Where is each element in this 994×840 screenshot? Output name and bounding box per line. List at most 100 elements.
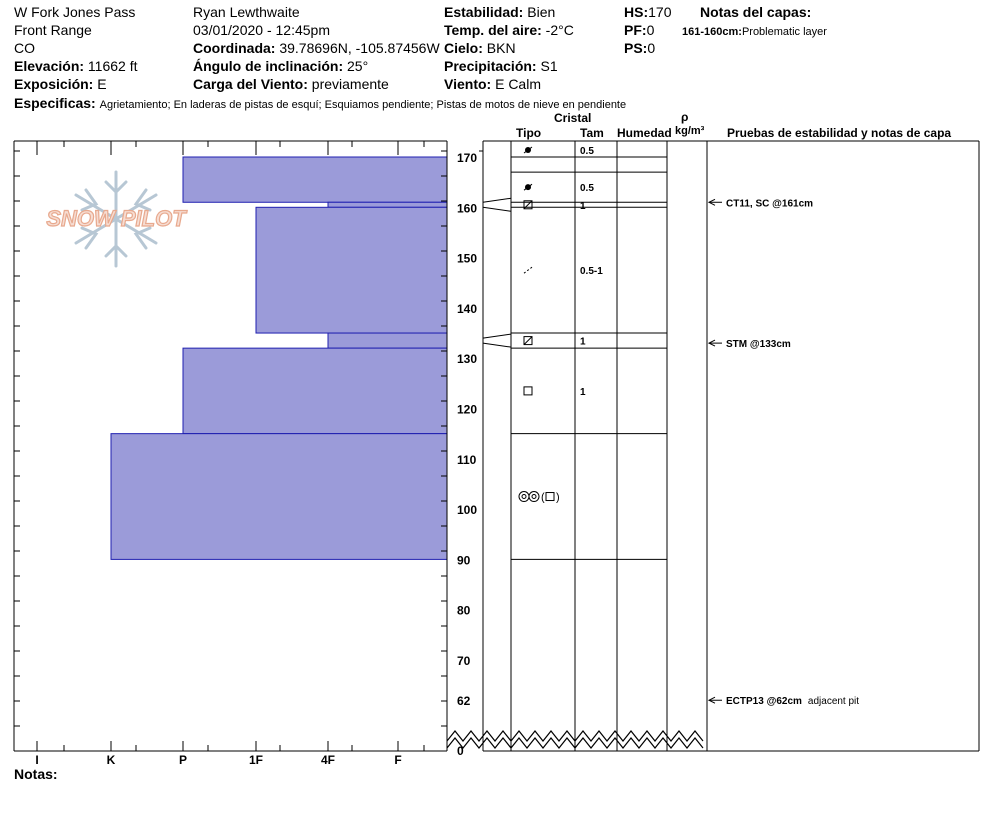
logo-text: SNOW PILOT [46,206,187,231]
sky: Cielo: BKN [444,40,516,56]
density-unit: kg/m³ [675,125,705,137]
stability-tests-header: Pruebas de estabilidad y notas de capa [727,126,952,140]
moisture-header: Humedad [617,126,672,140]
stability-test-label: CT11, SC @161cm [726,198,813,209]
layer-note-text: Problematic layer [741,26,827,38]
ski-penetration-value: 0 [647,40,656,56]
air-temperature: Temp. del aire: -2°C [444,22,574,38]
foot-penetration-label: PF: [624,22,647,38]
crystal-header: Cristal [554,111,592,125]
svg-text:(: ( [541,492,545,504]
specifics: Especificas: Agrietamiento; En laderas d… [14,95,626,113]
melt-forms-with-facets-icon: () [518,491,560,504]
precipitation-particles-icon [523,183,533,191]
foot-penetration-value: 0 [646,22,655,38]
aspect: Exposición: E [14,76,107,92]
grain-size-value: 1 [580,201,586,212]
precipitation-label: Precipitación: [444,58,537,74]
depth-axis-label: 70 [457,654,471,668]
hardness-bar [182,347,448,435]
stability-test-label: ECTP13 @62cm adjacent pit [726,696,859,707]
grain-size-value: 0.5 [580,146,594,157]
depth-axis-label: 0 [457,744,464,758]
hardness-axis-label: F [394,753,401,767]
snowpilot-logo: SNOW PILOT [46,170,188,268]
grain-size-value: 1 [580,387,586,398]
depth-axis-label: 80 [457,604,471,618]
snowflake-icon [74,170,158,268]
foot-penetration: PF:0 [624,22,654,38]
state: CO [14,40,35,56]
wind-loading: Carga del Viento: previamente [193,76,389,92]
observer: Ryan Lewthwaite [193,4,300,20]
grain-size-value: 0.5 [580,183,594,194]
coordinates-value: 39.78696N, -105.87456W [279,40,440,56]
hardness-bar [255,206,448,334]
depth-axis-label: 170 [457,151,477,165]
axis-break-zigzag [446,730,704,742]
sky-label: Cielo: [444,40,483,56]
snow-height-value: 170 [648,4,672,20]
location-name: W Fork Jones Pass [14,4,136,20]
faceted-icon [523,386,533,396]
hardness-axis-label: 1F [249,753,263,767]
stability-test: STM @133cm [707,339,791,350]
grain-size-value: 0.5-1 [580,266,603,277]
sky-value: BKN [486,40,516,56]
mountain-range: Front Range [14,22,92,38]
depth-axis-label: 100 [457,503,477,517]
coordinates: Coordinada: 39.78696N, -105.87456W [193,40,440,56]
specifics-label: Especificas: [14,95,96,111]
snow-height: HS:170 [624,4,671,20]
precipitation-value: S1 [540,58,558,74]
wind-label: Viento: [444,76,492,92]
density-symbol: ρ [681,110,689,124]
slope-angle-value: 25° [347,58,369,74]
stability-value: Bien [527,4,556,20]
depth-axis-label: 150 [457,252,477,266]
depth-axis-label: 160 [457,201,477,215]
layer-notes-title: Notas del capas: [700,4,812,20]
aspect-value: E [97,76,107,92]
stability-test: CT11, SC @161cm [707,198,813,209]
grain-type-header: Tipo [516,126,542,140]
grain-size-header: Tam [580,126,604,140]
depth-axis-label: 90 [457,553,471,567]
elevation-value: 11662 ft [87,58,138,74]
slope-angle-label: Ángulo de inclinación: [193,58,344,74]
hardness-bar [327,332,448,349]
hardness-axis-label: I [35,753,38,767]
elevation: Elevación: 11662 ft [14,58,137,74]
faceted-rounded-icon [523,336,533,346]
hardness-axis-label: K [107,753,116,767]
hardness-axis-label: 4F [321,753,335,767]
aspect-label: Exposición: [14,76,94,92]
ski-penetration: PS:0 [624,40,655,56]
date-time: 03/01/2020 - 12:45pm [193,22,330,38]
hardness-bar [327,201,448,208]
wind: Viento: E Calm [444,76,541,92]
snow-height-label: HS: [624,4,649,20]
grain-size-value: 1 [580,337,586,348]
notes-label: Notas: [14,766,58,782]
hardness-bar [110,433,448,560]
precipitation-particles-icon [523,146,533,154]
depth-axis-label: 62 [457,694,471,708]
air-temperature-value: -2°C [545,22,574,38]
layer-note-range: 161-160cm: [682,26,742,38]
wind-value: E Calm [495,76,541,92]
faceted-rounded-icon [523,200,533,210]
precipitation: Precipitación: S1 [444,58,558,74]
depth-axis-label: 110 [457,453,477,467]
decomposing-fragments-icon [523,266,533,274]
depth-axis-label: 120 [457,403,477,417]
hardness-axis-label: P [179,753,187,767]
ski-penetration-label: PS: [624,40,648,56]
elevation-label: Elevación: [14,58,85,74]
coordinates-label: Coordinada: [193,40,276,56]
stability-test: ECTP13 @62cm adjacent pit [707,696,859,707]
stability-label: Estabilidad: [444,4,524,20]
wind-loading-label: Carga del Viento: [193,76,308,92]
stability: Estabilidad: Bien [444,4,555,20]
